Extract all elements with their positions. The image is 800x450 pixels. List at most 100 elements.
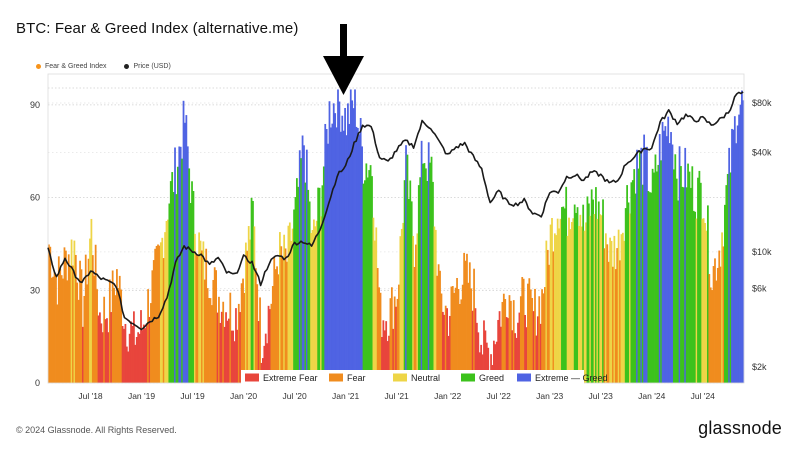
fng-bar (225, 312, 227, 383)
fng-bar (655, 171, 658, 383)
fng-bar (208, 298, 210, 383)
fng-bar (466, 253, 468, 383)
fng-bar (359, 118, 362, 383)
fng-bar (521, 277, 524, 383)
fng-bar (351, 100, 354, 383)
fng-bar (596, 218, 599, 383)
fng-bar (134, 344, 137, 383)
fng-bar (708, 274, 711, 383)
fng-bar (165, 220, 168, 383)
fng-bar (453, 292, 456, 383)
fng-bar (86, 284, 89, 383)
fng-bar (470, 288, 473, 383)
fng-bar (524, 314, 526, 383)
fng-bar (79, 260, 81, 383)
fng-bar (83, 295, 86, 383)
legend-label-4: Extreme — Greed (535, 373, 608, 383)
fng-bar (70, 239, 73, 383)
fng-bar (250, 197, 253, 383)
fng-bar (728, 147, 731, 383)
y-left-tick-0: 0 (35, 378, 40, 388)
fng-bar (502, 293, 505, 383)
legend-label-2: Neutral (411, 373, 440, 383)
fng-bar (413, 266, 416, 383)
fng-bar (181, 158, 183, 383)
fng-bar (168, 203, 171, 383)
fng-bar (100, 323, 103, 383)
fng-bar (631, 180, 634, 383)
fng-bar (296, 178, 298, 383)
fng-bar (152, 260, 155, 383)
fng-bar (314, 226, 317, 383)
fng-bar (191, 181, 193, 383)
fng-bar (49, 246, 52, 383)
fng-bar (366, 177, 369, 383)
fng-bar (447, 335, 450, 383)
fng-bar (259, 297, 261, 383)
fng-bar (552, 251, 555, 383)
fng-bar (638, 152, 641, 383)
fng-bar (192, 191, 195, 383)
fng-bar (52, 276, 55, 383)
fng-bar (613, 235, 616, 383)
fng-bar (223, 326, 226, 383)
fng-bar (497, 319, 500, 383)
fng-bar (381, 337, 383, 383)
fng-bar (311, 230, 314, 383)
y-left-tick-3: 90 (30, 100, 40, 110)
legend-swatch-1 (329, 373, 343, 382)
fng-bar (617, 229, 620, 383)
fng-bar (694, 211, 697, 383)
fng-bar (665, 136, 668, 383)
fng-bar (541, 289, 543, 383)
x-axis-ticks: Jul '18 Jan '19 Jul '19 Jan '20 Jul '20 Jan '… (78, 391, 715, 401)
y-left-tick-2: 60 (30, 193, 40, 203)
x-tick-12: Jul '24 (691, 391, 716, 401)
fng-bar (365, 163, 368, 383)
fng-bar (507, 318, 509, 383)
top-legend-item-price[interactable]: Price (USD) (124, 63, 171, 70)
fng-bar (279, 232, 281, 383)
fng-bar (403, 180, 406, 383)
fng-bar (440, 293, 443, 383)
fng-bar (471, 310, 474, 383)
top-legend-item-fng[interactable]: Fear & Greed Index (36, 63, 106, 70)
fng-bar (504, 299, 507, 383)
fng-bar (732, 129, 735, 383)
fng-bar (239, 312, 242, 383)
arrow-head (323, 56, 364, 95)
fng-bar (446, 308, 449, 383)
fng-bar (60, 275, 63, 383)
fng-bar (266, 343, 269, 383)
fng-bar (715, 280, 718, 383)
fng-bar (432, 181, 434, 383)
fng-bar (660, 160, 663, 383)
fng-bar (106, 318, 108, 383)
y-right-tick-0: $2k (752, 362, 767, 372)
fng-bar (347, 103, 349, 384)
fng-bar (604, 233, 607, 383)
fng-bar (263, 345, 266, 383)
fng-bar (362, 183, 365, 383)
fng-bar (107, 332, 110, 383)
fng-bar (320, 216, 322, 383)
fng-bar (483, 320, 485, 383)
chart-title: BTC: Fear & Greed Index (alternative.me) (16, 20, 299, 37)
legend-swatch-3 (461, 373, 475, 382)
fng-bar (219, 322, 222, 383)
fng-bar (534, 288, 536, 383)
fng-bar (297, 186, 300, 383)
fng-bar (318, 187, 321, 383)
fng-bar (148, 316, 151, 383)
fng-bar (335, 127, 338, 383)
fng-bar (648, 192, 651, 383)
price-line (47, 91, 744, 331)
fng-bar (602, 199, 604, 383)
fng-bar (91, 255, 94, 383)
arrow-shaft (340, 24, 347, 58)
fng-bar (293, 209, 295, 383)
fng-bar (515, 337, 518, 383)
fng-bar (568, 217, 570, 383)
fng-bar (48, 244, 50, 383)
fng-bar (701, 218, 704, 383)
